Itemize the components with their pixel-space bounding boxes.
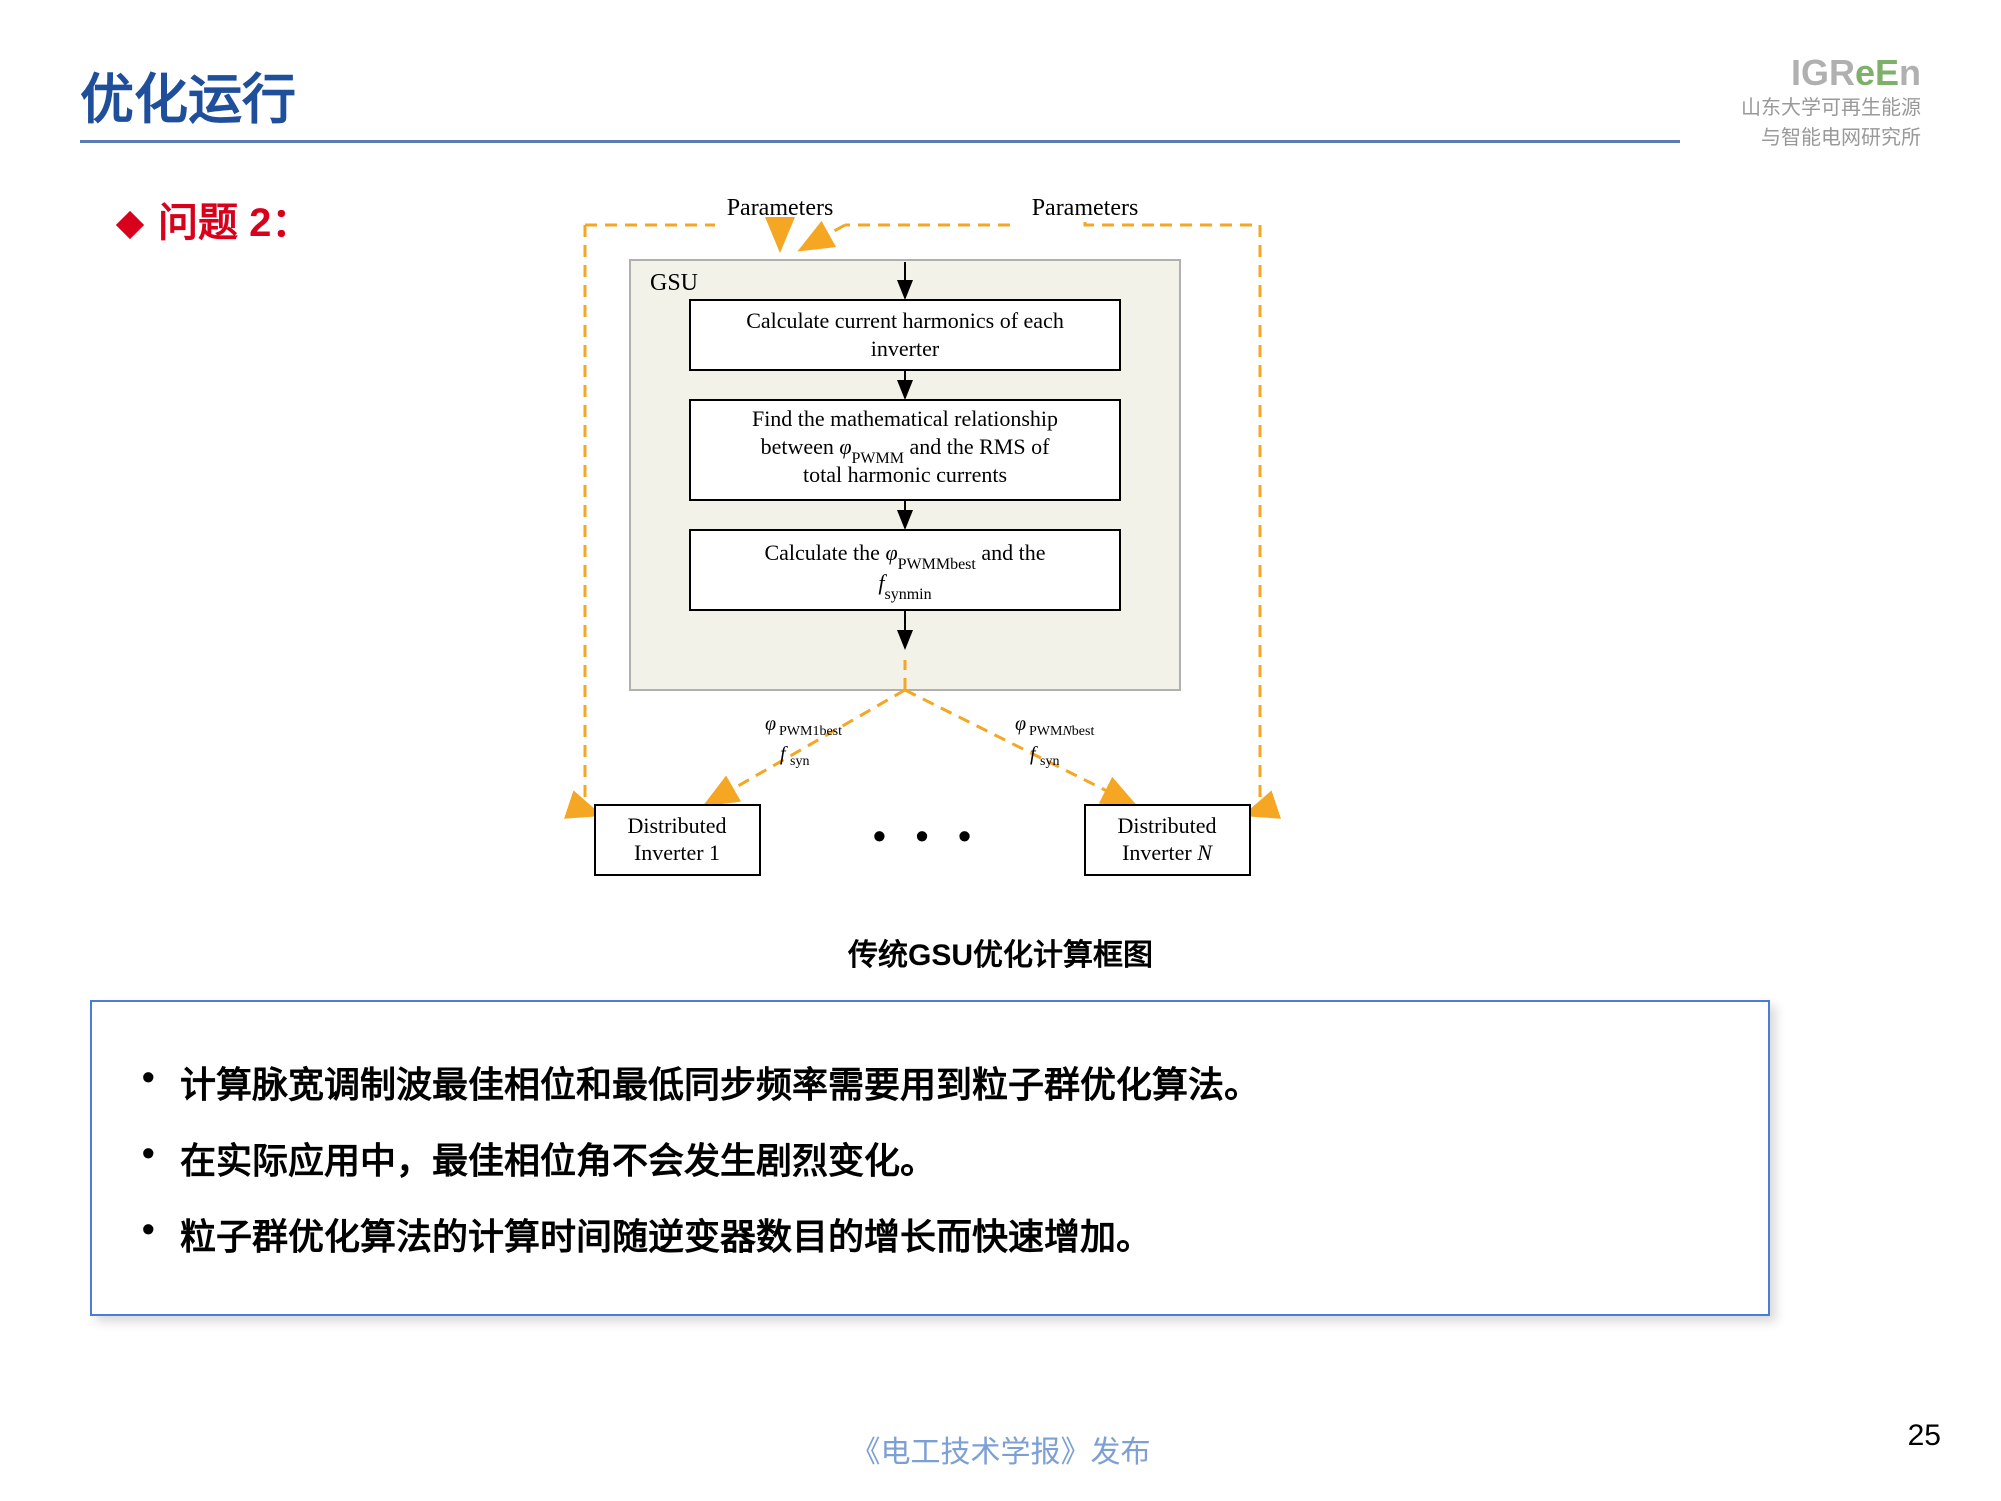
gsu-label: GSU	[650, 270, 698, 296]
param-right: Parameters	[1032, 195, 1139, 221]
logo-area: IGReEn 山东大学可再生能源 与智能电网研究所	[1741, 55, 1921, 151]
bullet-box: 计算脉宽调制波最佳相位和最低同步频率需要用到粒子群优化算法。 在实际应用中，最佳…	[90, 1000, 1770, 1316]
svg-text:inverter: inverter	[871, 336, 940, 361]
svg-text:PWM1best: PWM1best	[779, 724, 842, 739]
diamond-bullet-icon	[116, 211, 144, 239]
svg-text:f: f	[1030, 743, 1038, 765]
svg-text:syn: syn	[1040, 754, 1059, 769]
svg-text:Distributed: Distributed	[1118, 813, 1217, 838]
bullet-2: 在实际应用中，最佳相位角不会发生剧烈变化。	[132, 1132, 1728, 1184]
param-left: Parameters	[727, 195, 834, 221]
bullet-3: 粒子群优化算法的计算时间随逆变器数目的增长而快速增加。	[132, 1208, 1728, 1260]
slide-title: 优化运行	[80, 55, 296, 134]
ellipsis-dots: • • •	[873, 815, 971, 856]
problem-label: 问题 2：	[120, 190, 311, 248]
gsu-diagram: Parameters Parameters GSU Calculate curr…	[540, 190, 1300, 890]
svg-text:f: f	[780, 743, 788, 765]
title-underline	[80, 140, 1680, 143]
logo-subtitle1: 山东大学可再生能源	[1741, 95, 1921, 121]
footer-text: 《电工技术学报》发布	[0, 1427, 2001, 1471]
diagram-caption: 传统GSU优化计算框图	[0, 930, 2001, 974]
svg-text:Find the mathematical relation: Find the mathematical relationship	[752, 406, 1058, 431]
svg-text:Inverter 1: Inverter 1	[634, 840, 720, 865]
svg-text:Calculate current harmonics of: Calculate current harmonics of each	[746, 308, 1064, 333]
svg-text:φ: φ	[1015, 713, 1026, 735]
svg-text:total harmonic currents: total harmonic currents	[803, 462, 1007, 487]
page-number: 25	[1908, 1419, 1941, 1453]
svg-text:Inverter N: Inverter N	[1122, 840, 1213, 865]
logo-subtitle2: 与智能电网研究所	[1741, 125, 1921, 151]
svg-text:φ: φ	[765, 713, 776, 735]
svg-text:syn: syn	[790, 754, 809, 769]
logo-name: IGReEn	[1741, 55, 1921, 91]
svg-text:PWMNbest: PWMNbest	[1029, 724, 1094, 739]
svg-text:Distributed: Distributed	[628, 813, 727, 838]
bullet-1: 计算脉宽调制波最佳相位和最低同步频率需要用到粒子群优化算法。	[132, 1056, 1728, 1108]
